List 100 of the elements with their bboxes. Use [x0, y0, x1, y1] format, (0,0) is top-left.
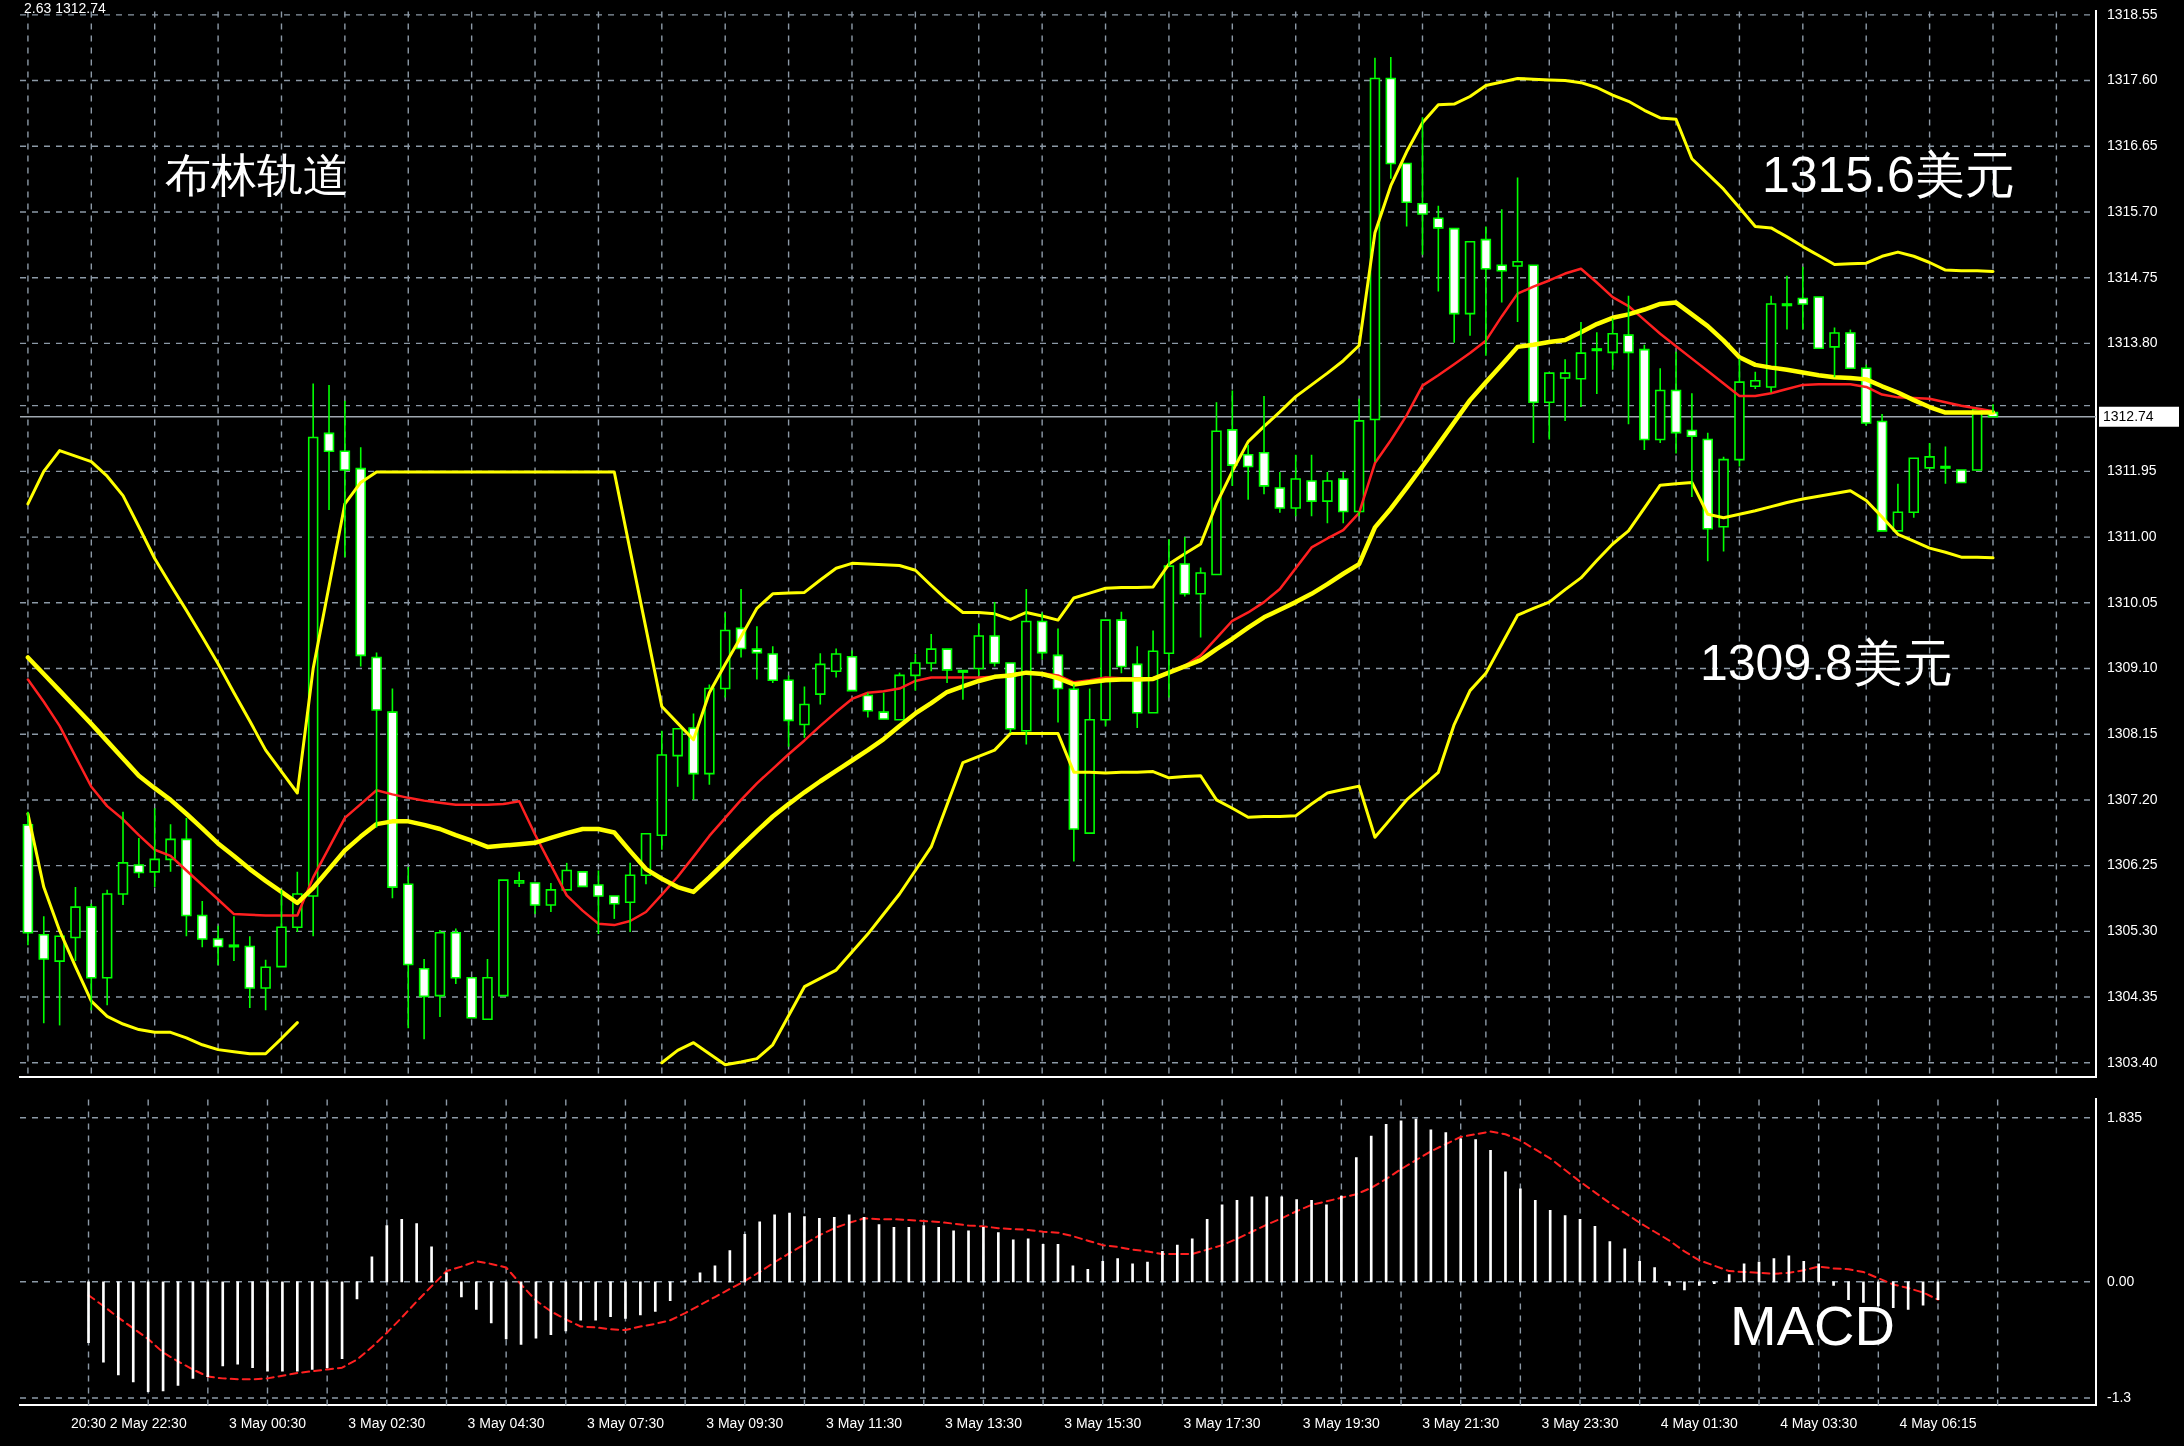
x-tick-label: 3 May 17:30	[1183, 1415, 1261, 1432]
bar	[832, 1217, 836, 1283]
bar	[1802, 1260, 1806, 1283]
bar	[758, 1221, 762, 1283]
bar	[1533, 1200, 1537, 1283]
bar	[236, 1281, 239, 1365]
x-tick-label: 4 May 01:30	[1660, 1415, 1739, 1432]
line-series	[87, 1130, 1939, 1381]
bar	[952, 1230, 955, 1283]
bar	[1832, 1281, 1835, 1286]
bar	[1116, 1258, 1119, 1283]
bar	[788, 1212, 791, 1283]
bar	[1026, 1238, 1030, 1283]
bar	[847, 1214, 851, 1283]
bar	[609, 1281, 612, 1318]
y-tick-label: -1.3	[2107, 1388, 2132, 1405]
annotation: 1309.8美元	[1700, 634, 1953, 691]
y-tick-label: 1.835	[2107, 1108, 2143, 1125]
bar	[1891, 1281, 1895, 1309]
bar	[668, 1281, 672, 1301]
bar	[131, 1281, 135, 1383]
x-tick-label: 4 May 03:30	[1780, 1415, 1858, 1432]
bar	[1668, 1281, 1671, 1286]
x-tick-label: 3 May 21:30	[1422, 1415, 1500, 1432]
bar	[818, 1217, 821, 1283]
bar	[653, 1281, 657, 1312]
bar	[1175, 1244, 1179, 1283]
bar	[1161, 1251, 1164, 1283]
bar	[460, 1281, 463, 1298]
bar	[1340, 1195, 1343, 1283]
annotation: 布林轨道	[165, 148, 349, 201]
bar	[221, 1281, 225, 1367]
bar	[1862, 1281, 1865, 1303]
bar	[1504, 1171, 1507, 1283]
annotation: MACD	[1730, 1294, 1895, 1358]
bar	[1489, 1150, 1492, 1283]
bar	[1280, 1196, 1284, 1283]
x-tick-label: 2 May 22:30	[109, 1415, 187, 1432]
y-tick-label: 1304.35	[2107, 987, 2158, 1004]
x-tick-label: 4 May 06:15	[1899, 1415, 1977, 1432]
bar	[296, 1281, 299, 1372]
y-tick-label: 1316.65	[2107, 137, 2158, 154]
bar	[1653, 1267, 1656, 1283]
bar	[639, 1281, 642, 1316]
x-tick-label: 3 May 07:30	[586, 1415, 665, 1432]
bar	[1265, 1196, 1269, 1283]
bar	[1011, 1239, 1015, 1283]
bar	[1712, 1281, 1716, 1284]
y-tick-label: 1308.15	[2107, 725, 2158, 742]
bar	[579, 1281, 583, 1321]
bar	[1101, 1260, 1105, 1283]
y-tick-label: 1307.20	[2107, 790, 2158, 807]
y-tick-label: 1318.55	[2107, 5, 2158, 22]
bar	[1727, 1274, 1731, 1283]
y-tick-label: 0.00	[2107, 1272, 2135, 1289]
bar	[1310, 1200, 1313, 1283]
bar	[1683, 1281, 1686, 1291]
bar	[102, 1281, 105, 1363]
y-tick-label: 1306.25	[2107, 856, 2158, 873]
bar	[1190, 1238, 1194, 1283]
x-tick-label: 3 May 09:30	[706, 1415, 784, 1432]
bar	[1474, 1139, 1477, 1283]
x-tick-label: 20:30	[70, 1415, 107, 1432]
bar	[281, 1281, 284, 1372]
bar	[624, 1281, 627, 1319]
bar	[1638, 1260, 1642, 1283]
x-tick-label: 3 May 23:30	[1541, 1415, 1619, 1432]
bar	[997, 1232, 1000, 1283]
bar	[594, 1281, 597, 1321]
bar	[385, 1225, 389, 1283]
y-tick-label: 1311.00	[2107, 527, 2157, 544]
bar	[1131, 1263, 1134, 1283]
bar	[1325, 1204, 1328, 1283]
bar	[445, 1272, 448, 1283]
bar	[310, 1281, 314, 1370]
y-tick-label: 1310.05	[2107, 593, 2158, 610]
y-tick-label: 1315.70	[2107, 202, 2158, 219]
bar	[415, 1223, 418, 1283]
bar	[87, 1281, 90, 1343]
y-tick-label: 1305.30	[2107, 922, 2158, 939]
bar	[1146, 1261, 1149, 1283]
y-tick-label: 1303.40	[2107, 1053, 2158, 1070]
bar	[1459, 1138, 1463, 1283]
bar	[1444, 1132, 1448, 1283]
annotation: 1315.6美元	[1762, 146, 2015, 203]
bar	[564, 1281, 568, 1332]
y-tick-label: 1309.10	[2107, 659, 2158, 676]
x-tick-label: 3 May 04:30	[467, 1415, 545, 1432]
bar	[982, 1226, 985, 1283]
bar	[489, 1281, 493, 1324]
x-tick-label: 3 May 00:30	[228, 1415, 307, 1432]
bar	[146, 1281, 150, 1393]
bar	[922, 1225, 926, 1283]
x-tick-label: 3 May 02:30	[348, 1415, 426, 1432]
bar	[430, 1246, 433, 1283]
bar	[937, 1226, 941, 1283]
bar	[1295, 1199, 1298, 1283]
bar	[773, 1214, 776, 1283]
x-tick-label: 3 May 19:30	[1302, 1415, 1381, 1432]
bar	[803, 1216, 806, 1283]
